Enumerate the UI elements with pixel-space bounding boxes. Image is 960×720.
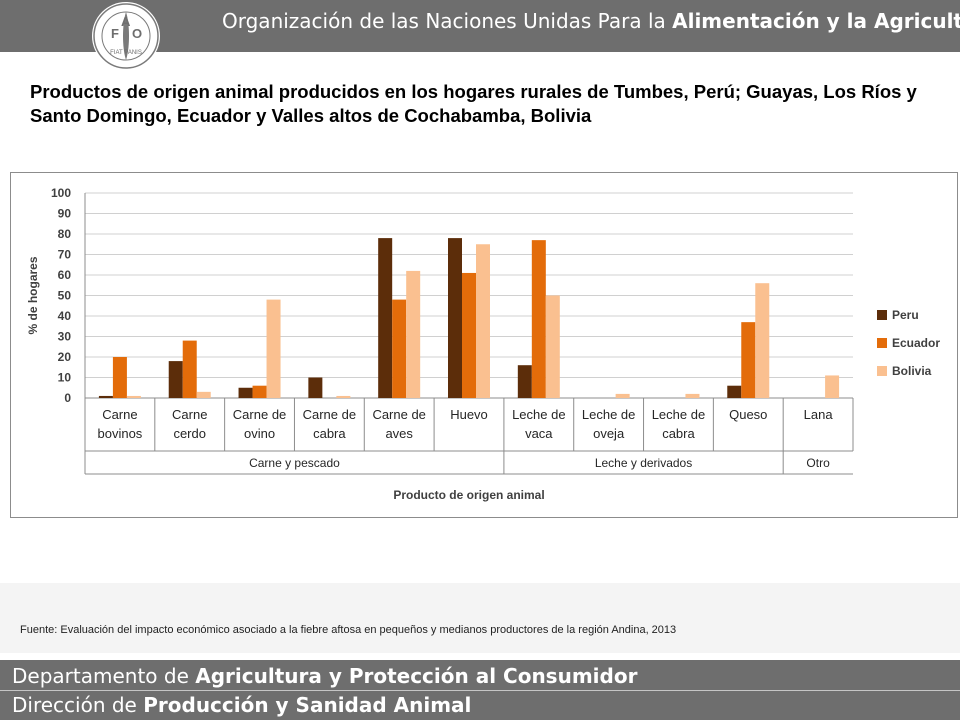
y-axis-label: % de hogares [26, 256, 40, 334]
legend-swatch-ecuador [877, 338, 887, 348]
bar-peru [238, 387, 253, 398]
legend-swatch-bolivia [877, 366, 887, 376]
category-label: cerdo [173, 426, 206, 441]
footer-division-prefix: Dirección de [12, 693, 144, 717]
legend-label-peru: Peru [892, 308, 919, 322]
y-tick-label: 40 [58, 309, 72, 323]
legend-label-bolivia: Bolivia [892, 364, 932, 378]
y-tick-label: 20 [58, 350, 72, 364]
category-label: Huevo [450, 407, 488, 422]
bar-ecuador [112, 357, 127, 398]
bar-bolivia [545, 295, 560, 398]
y-tick-label: 70 [58, 248, 72, 262]
bar-ecuador [182, 340, 197, 398]
category-label: Carne de [233, 407, 286, 422]
category-label: ovino [244, 426, 275, 441]
category-label: Leche de [652, 407, 706, 422]
category-label: cabra [662, 426, 695, 441]
category-label: Carne de [303, 407, 356, 422]
bar-bolivia [755, 283, 770, 398]
logo-letter-o: O [132, 26, 142, 41]
category-label: Lana [804, 407, 834, 422]
footer-department-name: Agricultura y Protección al Consumidor [195, 664, 638, 688]
fao-logo: F A O FIAT PANIS [92, 2, 160, 70]
category-label: Leche de [582, 407, 636, 422]
footer-department-prefix: Departamento de [12, 664, 196, 688]
footer-division: Dirección de Producción y Sanidad Animal [12, 693, 471, 717]
category-label: oveja [593, 426, 625, 441]
logo-letter-a: A [121, 14, 131, 29]
category-label: bovinos [98, 426, 143, 441]
bar-ecuador [741, 322, 756, 398]
bar-peru [727, 385, 742, 398]
bar-bolivia [476, 244, 490, 398]
y-tick-label: 10 [58, 371, 72, 385]
group-label: Leche y derivados [595, 456, 692, 470]
category-label: aves [385, 426, 413, 441]
logo-letter-f: F [111, 26, 119, 41]
category-label: Queso [729, 407, 767, 422]
logo-motto: FIAT PANIS [110, 50, 142, 56]
bar-peru [98, 395, 113, 398]
bar-peru [448, 238, 462, 398]
category-label: cabra [313, 426, 346, 441]
header-bar: F A O FIAT PANIS Organización de las Nac… [0, 0, 960, 70]
bar-peru [378, 238, 393, 398]
y-tick-label: 30 [58, 330, 72, 344]
x-axis-label: Producto de origen animal [393, 488, 544, 502]
category-label: Carne [102, 407, 137, 422]
bar-ecuador [252, 385, 267, 398]
y-tick-label: 80 [58, 227, 72, 241]
bar-peru [308, 377, 323, 398]
y-tick-label: 0 [64, 391, 71, 405]
bar-peru [168, 361, 183, 398]
footer-division-name: Producción y Sanidad Animal [143, 693, 472, 717]
source-note: Fuente: Evaluación del impacto económico… [20, 624, 677, 636]
bar-ecuador [462, 272, 476, 398]
bar-chart: 0 10 20 30 40 50 60 70 80 90 100 % de hogares Carne b… [26, 186, 940, 502]
bar-bolivia [126, 395, 141, 398]
org-title-prefix: Organización de las Naciones Unidas Para… [222, 9, 673, 33]
category-label: vaca [525, 426, 553, 441]
bar-bolivia [266, 299, 281, 398]
bar-bolivia [196, 391, 211, 398]
y-tick-label: 100 [51, 186, 71, 200]
organization-title: Organización de las Naciones Unidas Para… [222, 9, 960, 33]
chart-frame: 0 10 20 30 40 50 60 70 80 90 100 % de hogares Carne b… [10, 172, 958, 518]
y-tick-label: 50 [58, 289, 72, 303]
bar-bolivia [406, 270, 421, 398]
category-label: Carne [172, 407, 207, 422]
slide-title: Productos de origen animal producidos en… [30, 81, 917, 126]
bar-ecuador [531, 240, 546, 398]
legend-label-ecuador: Ecuador [892, 336, 940, 350]
bar-bolivia [685, 393, 700, 398]
bar-bolivia [336, 395, 351, 398]
y-tick-label: 90 [58, 207, 72, 221]
footer-bar: Departamento de Agricultura y Protección… [0, 660, 960, 720]
y-tick-label: 60 [58, 268, 72, 282]
footer-divider [0, 690, 960, 691]
org-title-bold: Alimentación y la Agricultura [672, 9, 960, 33]
legend-swatch-peru [877, 310, 887, 320]
group-label: Carne y pescado [249, 456, 340, 470]
background-band [0, 583, 960, 653]
category-label: Carne de [372, 407, 425, 422]
category-label: Leche de [512, 407, 566, 422]
bar-bolivia [825, 375, 840, 398]
footer-department: Departamento de Agricultura y Protección… [12, 664, 637, 688]
bar-ecuador [392, 299, 407, 398]
bar-bolivia [615, 393, 630, 398]
group-label: Otro [806, 456, 830, 470]
bar-peru [517, 365, 532, 398]
